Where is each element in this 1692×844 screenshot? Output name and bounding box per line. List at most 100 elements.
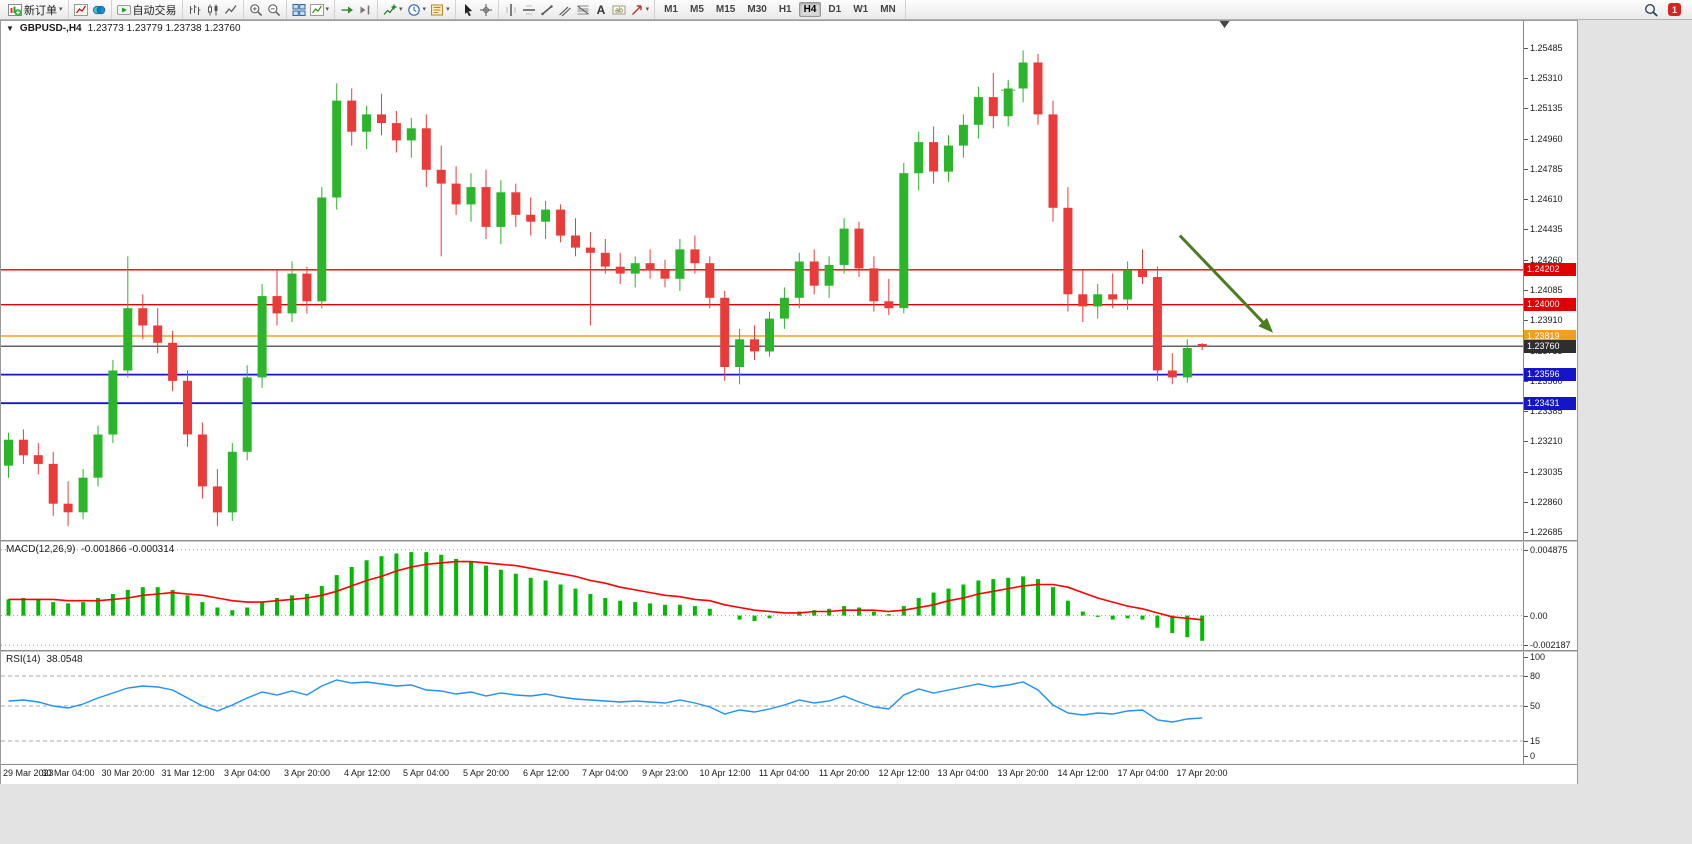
macd-canvas[interactable] — [1, 542, 1523, 650]
timeframe-m1-button[interactable]: M1 — [664, 4, 678, 15]
trendline-button[interactable] — [538, 2, 556, 18]
price-level-tag: 1.23596 — [1524, 368, 1576, 381]
autotrading-icon — [116, 4, 131, 15]
new-order-button-label: 新订单 — [24, 4, 57, 17]
periods-button[interactable]: ▾ — [405, 2, 429, 18]
time-label: 11 Apr 20:00 — [818, 768, 870, 778]
auto-scroll-icon — [341, 6, 354, 13]
indicators-button[interactable]: ▾ — [381, 2, 405, 18]
arrows-icon — [631, 4, 642, 15]
profile-icon — [92, 5, 105, 14]
bar-chart-button[interactable] — [186, 2, 204, 18]
auto-scroll-button[interactable] — [338, 2, 356, 18]
time-label: 13 Apr 20:00 — [997, 768, 1049, 778]
svg-text:ab: ab — [615, 7, 623, 14]
tile-windows-icon — [292, 3, 306, 16]
text-button[interactable]: A — [592, 2, 610, 18]
line-chart-icon — [224, 4, 236, 14]
time-label: 5 Apr 04:00 — [402, 768, 450, 778]
time-axis[interactable]: 29 Mar 2023 30 Mar 04:00 30 Mar 20:00 31 Ma… — [1, 764, 1577, 784]
chart-shift-button[interactable] — [356, 2, 374, 18]
trendline-icon — [540, 4, 553, 15]
timeframe-m15-button[interactable]: M15 — [715, 4, 736, 15]
macd-axis[interactable]: 0.004875 0.00 -0.002187 — [1523, 542, 1577, 650]
templates-button[interactable]: ▾ — [428, 2, 452, 18]
symbol-period-label: GBPUSD-,H4 — [19, 23, 82, 34]
charts-button[interactable] — [72, 2, 90, 18]
rsi-readout: RSI(14) 38.0548 — [6, 654, 83, 665]
horizontal-line-button[interactable] — [520, 2, 538, 18]
toolbar-group — [69, 0, 112, 19]
price-tick: 1.23210 — [1524, 436, 1563, 446]
timeframe-h4-button[interactable]: H4 — [798, 2, 822, 17]
text-label-button[interactable]: ab — [610, 2, 628, 18]
chart-window-icon — [73, 3, 88, 16]
timeframe-m30-button[interactable]: M30 — [747, 4, 767, 15]
time-label: 17 Apr 20:00 — [1176, 768, 1228, 778]
notification-badge[interactable]: 1 — [1668, 3, 1681, 16]
time-label: 3 Apr 20:00 — [283, 768, 331, 778]
price-tick: 1.23560 — [1524, 376, 1563, 386]
indicators-icon — [383, 4, 397, 15]
macd-label: MACD(12,26,9) — [6, 544, 76, 555]
time-label: 13 Apr 04:00 — [937, 768, 989, 778]
time-label: 30 Mar 04:00 — [41, 768, 95, 778]
rsi-tick: 50 — [1523, 701, 1541, 711]
crosshair-button[interactable] — [477, 2, 495, 18]
line-chart-button[interactable] — [222, 2, 240, 18]
toolbar-group — [335, 0, 379, 19]
time-label: 14 Apr 12:00 — [1057, 768, 1109, 778]
new-chart-icon — [309, 3, 324, 16]
time-label: 30 Mar 20:00 — [101, 768, 155, 778]
timeframe-m5-button[interactable]: M5 — [690, 4, 704, 15]
price-tick: 1.25310 — [1524, 73, 1563, 83]
new-order-button[interactable]: 新订单 ▾ — [6, 1, 65, 19]
rsi-tick: 100 — [1523, 652, 1546, 662]
zoom-out-button[interactable] — [265, 2, 283, 18]
toolbar-group: 自动交易 — [112, 0, 183, 19]
price-tick: 1.24435 — [1524, 224, 1563, 234]
time-label: 4 Apr 12:00 — [343, 768, 391, 778]
price-tick: 1.23035 — [1524, 467, 1563, 477]
new-chart-button[interactable]: ▾ — [308, 2, 332, 18]
tile-windows-button[interactable] — [290, 2, 308, 18]
vertical-line-button[interactable] — [502, 2, 520, 18]
macd-tick: 0.004875 — [1524, 545, 1568, 555]
price-chart-canvas[interactable] — [1, 21, 1523, 540]
price-tick: 1.25135 — [1524, 103, 1563, 113]
timeframe-w1-button[interactable]: W1 — [853, 4, 869, 15]
fibonacci-button[interactable] — [574, 2, 592, 18]
panel-resize-handle[interactable] — [1, 540, 1577, 542]
search-button[interactable] — [1642, 2, 1660, 18]
rsi-canvas[interactable] — [1, 652, 1523, 764]
arrows-button[interactable]: ▾ — [628, 2, 652, 18]
candlestick-chart-button[interactable] — [204, 2, 222, 18]
toolbar-group: ▾ — [287, 0, 336, 19]
autotrading-button-label: 自动交易 — [132, 4, 177, 17]
time-label: 29 Mar 2023 — [3, 768, 54, 778]
caret-down-icon: ▾ — [446, 6, 450, 13]
time-label: 11 Apr 04:00 — [758, 768, 810, 778]
timeframe-d1-button[interactable]: D1 — [828, 4, 842, 15]
price-tick: 1.22685 — [1524, 527, 1563, 537]
price-axis[interactable]: 1.25485 1.25310 1.25135 1.24960 1.24785 1.246… — [1523, 21, 1577, 540]
zoom-in-button[interactable] — [247, 2, 265, 18]
rsi-axis[interactable]: 100 80 50 15 0 — [1523, 652, 1577, 764]
symbol-menu-caret-icon[interactable]: ▼ — [6, 24, 14, 33]
toolbar-group: 新订单 ▾ — [3, 0, 69, 19]
profiles-button[interactable] — [90, 2, 108, 18]
macd-panel: MACD(12,26,9) -0.001866 -0.000314 0.0048… — [1, 542, 1577, 650]
timeframe-mn-button[interactable]: MN — [880, 4, 896, 15]
panel-resize-handle[interactable] — [1, 650, 1577, 652]
channel-button[interactable] — [556, 2, 574, 18]
chart-shift-icon — [360, 5, 370, 14]
macd-tick: 0.00 — [1524, 611, 1548, 621]
autotrading-button[interactable]: 自动交易 — [115, 1, 179, 19]
timeframe-h1-button[interactable]: H1 — [778, 4, 792, 15]
price-tick: 1.24960 — [1524, 134, 1563, 144]
toolbar-group: M1 M5 M15 M30 H1 H4 D1 W1 MN — [655, 0, 906, 19]
cursor-button[interactable] — [459, 2, 477, 18]
symbol-ohlc-readout: ▼ GBPUSD-,H4 1.23773 1.23779 1.23738 1.2… — [6, 23, 241, 34]
